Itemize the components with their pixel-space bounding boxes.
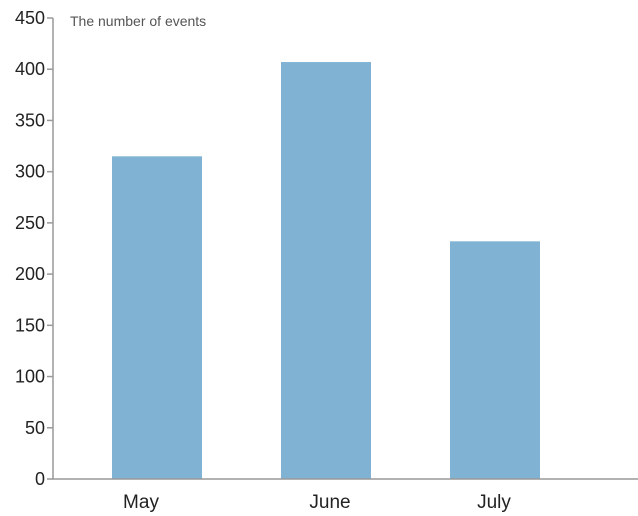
y-tick-label: 350 (15, 110, 45, 130)
y-axis-ticks: 0 50 100 150 200 250 300 350 400 450 (15, 8, 53, 489)
y-tick-label: 50 (25, 418, 45, 438)
x-tick-label: July (477, 492, 511, 513)
y-tick-label: 250 (15, 213, 45, 233)
x-tick-label: June (309, 492, 350, 513)
x-axis-ticks: May June July (123, 492, 511, 513)
y-tick-label: 200 (15, 264, 45, 284)
bar-july (450, 241, 540, 479)
y-tick-label: 100 (15, 367, 45, 387)
y-tick-label: 450 (15, 8, 45, 28)
bar-june (281, 62, 371, 479)
y-tick-label: 150 (15, 315, 45, 335)
y-axis-label: The number of events (70, 13, 206, 29)
y-tick-label: 400 (15, 59, 45, 79)
y-tick-label: 300 (15, 162, 45, 182)
y-tick-label: 0 (35, 469, 45, 489)
bar-may (112, 156, 202, 480)
bars (112, 62, 540, 480)
x-tick-label: May (123, 492, 159, 513)
